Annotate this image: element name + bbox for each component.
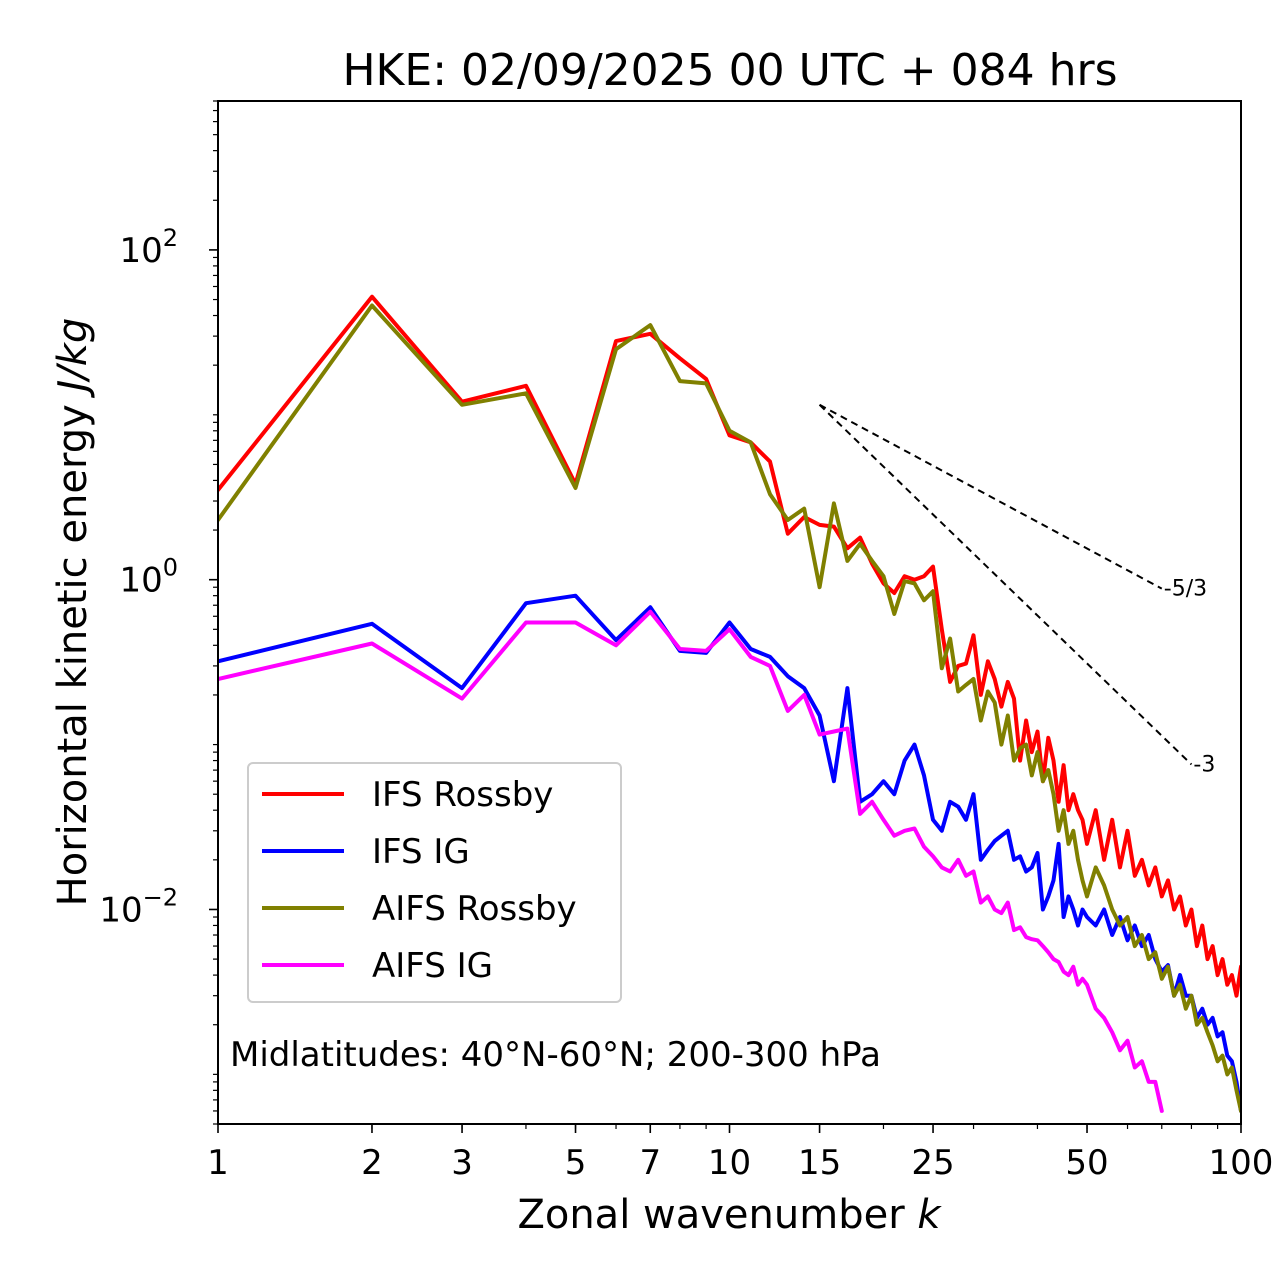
y-tick-label: 100 [119,554,178,601]
legend-box [247,762,622,1003]
y-axis: 102 100 10−2 [99,100,218,1125]
y-tick-label: 10−2 [99,883,178,930]
y-axis-label: Horizontal kinetic energy J/kg [50,318,96,907]
x-tick-label: 15 [798,1143,841,1183]
x-axis-label: Zonal wavenumber k [517,1192,942,1238]
plot-area [218,294,1241,1113]
legend-label: AIFS IG [372,946,493,986]
reference-line [818,404,1193,766]
x-tick-label: 1 [207,1143,229,1183]
series-line [218,593,1241,1113]
x-tick-label: 3 [451,1143,473,1183]
x-tick-label: 10 [708,1143,751,1183]
y-tick-label: 102 [119,224,178,271]
reference-line-label: -5/3 [1164,577,1207,602]
series-line [218,303,1241,1113]
x-axis: 1 2 3 5 7 10 15 25 50 100 [207,1124,1273,1183]
x-tick-label: 5 [565,1143,587,1183]
region-annotation: Midlatitudes: 40°N-60°N; 200-300 hPa [230,1035,881,1075]
series-line [218,294,1241,998]
plot-frame [217,100,1242,1125]
legend-label: AIFS Rossby [372,889,577,929]
reference-labels: -5/3 -3 [1164,577,1216,778]
x-tick-label: 25 [911,1143,954,1183]
reference-lines [818,403,1193,766]
legend-label: IFS Rossby [372,775,553,815]
reference-line [819,403,1163,590]
x-tick-label: 50 [1065,1143,1108,1183]
reference-line-label: -3 [1193,752,1215,777]
legend-label: IFS IG [372,832,470,872]
x-tick-label: 100 [1209,1143,1274,1183]
x-tick-label: 2 [361,1143,383,1183]
chart-title: HKE: 02/09/2025 00 UTC + 084 hrs [342,45,1117,96]
data-series [218,294,1241,1113]
legend: IFS Rossby IFS IG AIFS Rossby AIFS IG [247,762,622,1003]
x-tick-label: 7 [639,1143,661,1183]
series-line [218,609,1164,1113]
